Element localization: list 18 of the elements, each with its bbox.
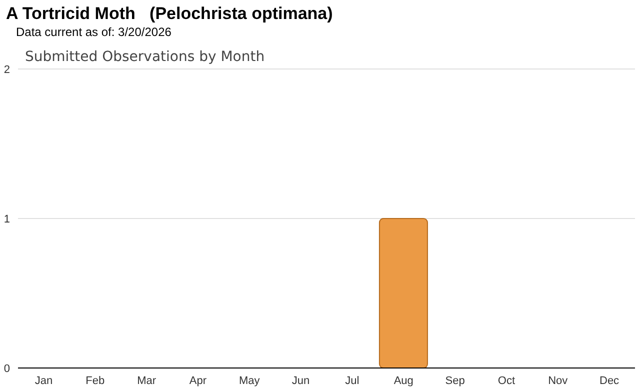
x-tick-label: May [238, 374, 260, 387]
x-tick-label: Sep [445, 374, 465, 387]
x-tick-label: Oct [498, 374, 516, 387]
x-tick-label: Jun [292, 374, 310, 387]
chart-subtitle: Data current as of: 3/20/2026 [16, 25, 172, 39]
x-tick-label: Nov [548, 374, 568, 387]
x-tick-label: Aug [394, 374, 414, 387]
x-tick-label: Feb [86, 374, 105, 387]
y-tick-label: 0 [4, 362, 10, 375]
x-tick-label: Jul [345, 374, 360, 387]
x-tick-label: Jan [34, 374, 53, 387]
x-tick-label: Mar [137, 374, 156, 387]
chart-title: A Tortricid Moth (Pelochrista optimana) [6, 4, 333, 24]
y-tick-label: 1 [4, 213, 10, 226]
y-tick-label: 2 [4, 64, 10, 76]
text: Submitted Observations by Month [25, 49, 265, 65]
x-tick-label: Apr [189, 374, 207, 387]
x-tick-label: Dec [600, 374, 620, 387]
